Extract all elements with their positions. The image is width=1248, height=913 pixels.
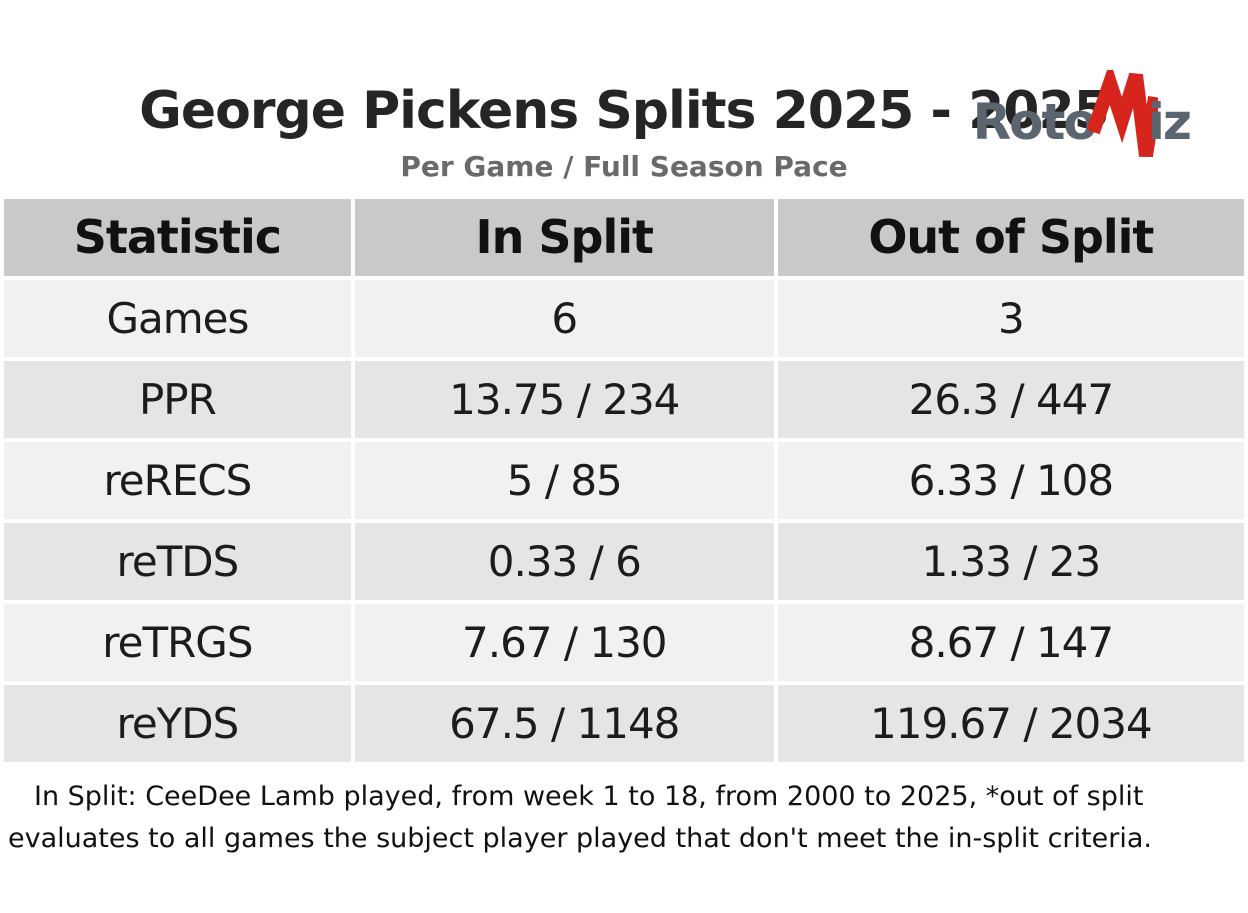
in-split-value: 67.5 / 1148 <box>350 680 778 766</box>
col-header-in-split: In Split <box>350 194 778 280</box>
stat-label: reRECS <box>0 437 355 523</box>
logo-text-roto: Roto <box>972 93 1098 151</box>
out-split-value: 119.67 / 2034 <box>773 680 1248 766</box>
stat-label: reYDS <box>0 680 355 766</box>
out-split-value: 1.33 / 23 <box>773 518 1248 604</box>
page-subtitle: Per Game / Full Season Pace <box>400 149 848 183</box>
table-row-games: Games 6 3 <box>0 275 1248 361</box>
split-criteria-footnote: In Split: CeeDee Lamb played, from week … <box>8 780 1152 855</box>
out-split-value: 6.33 / 108 <box>773 437 1248 523</box>
stat-label: reTDS <box>0 518 355 604</box>
table-row-rerecs: reRECS 5 / 85 6.33 / 108 <box>0 437 1248 523</box>
stat-label: Games <box>0 275 355 361</box>
table-row-retrgs: reTRGS 7.67 / 130 8.67 / 147 <box>0 599 1248 685</box>
out-split-value: 26.3 / 447 <box>773 356 1248 442</box>
table-row-retds: reTDS 0.33 / 6 1.33 / 23 <box>0 518 1248 604</box>
table-row-reyds: reYDS 67.5 / 1148 119.67 / 2034 <box>0 680 1248 766</box>
in-split-value: 6 <box>350 275 778 361</box>
out-split-value: 3 <box>773 275 1248 361</box>
in-split-value: 0.33 / 6 <box>350 518 778 604</box>
out-split-value: 8.67 / 147 <box>773 599 1248 685</box>
logo-spike-icon <box>1087 70 1158 162</box>
splits-table: Statistic In Split Out of Split Games 6 … <box>0 194 1248 766</box>
page-title: George Pickens Splits 2025 - 2025 <box>139 81 1110 141</box>
stat-label: PPR <box>0 356 355 442</box>
in-split-value: 13.75 / 234 <box>350 356 778 442</box>
logo-text-iz: iz <box>1147 93 1192 151</box>
col-header-out-of-split: Out of Split <box>773 194 1248 280</box>
rotoviz-logo: Roto iz <box>972 70 1192 158</box>
in-split-value: 5 / 85 <box>350 437 778 523</box>
in-split-value: 7.67 / 130 <box>350 599 778 685</box>
col-header-statistic: Statistic <box>0 194 355 280</box>
table-row-ppr: PPR 13.75 / 234 26.3 / 447 <box>0 356 1248 442</box>
stat-label: reTRGS <box>0 599 355 685</box>
table-header-row: Statistic In Split Out of Split <box>0 194 1248 280</box>
